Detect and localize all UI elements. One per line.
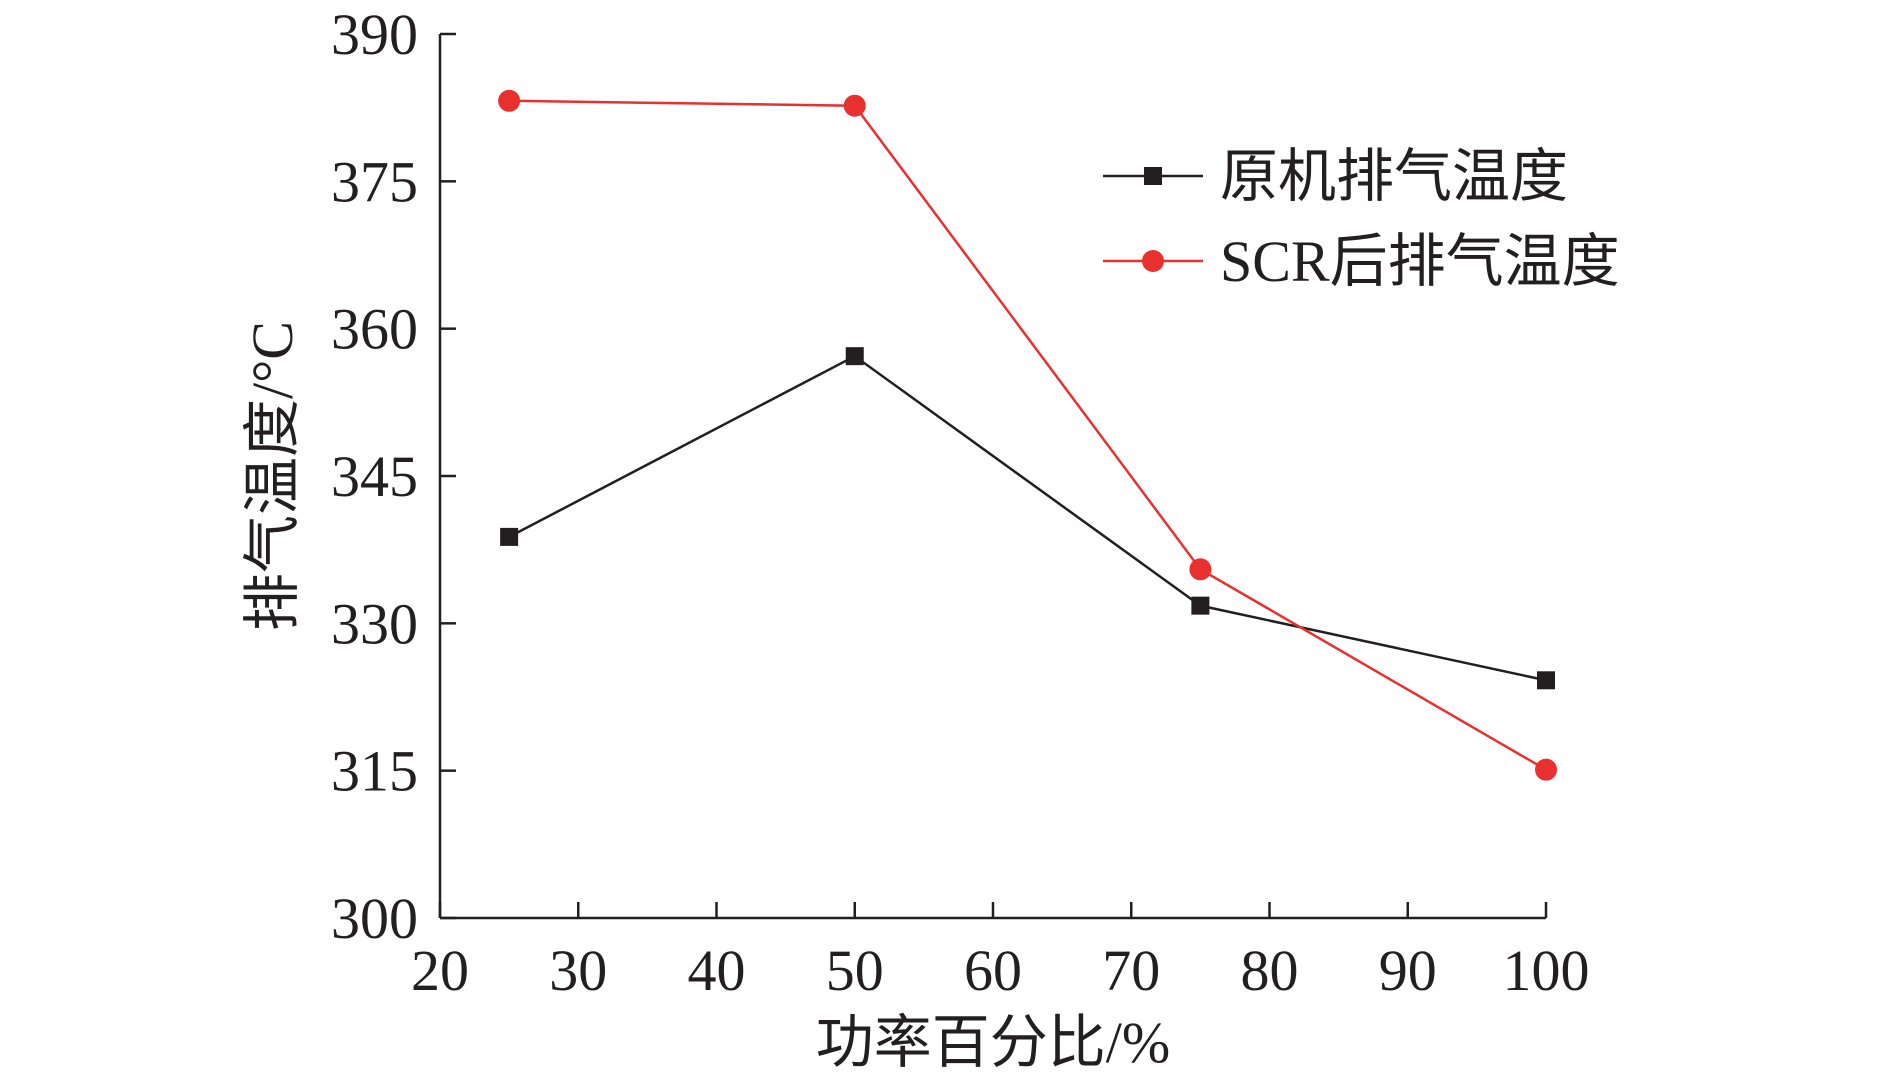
y-tick-label: 375: [331, 149, 418, 214]
y-ticks: 300 315 330 345 360 375 390: [331, 2, 456, 951]
legend-label: SCR后排气温度: [1220, 229, 1620, 294]
series-lines: [508, 99, 1547, 771]
legend-marker-square: [1144, 167, 1162, 185]
data-point-circle: [1189, 558, 1212, 581]
x-tick-label: 50: [826, 938, 884, 1003]
y-tick-label: 315: [331, 739, 418, 804]
x-tick-label: 90: [1379, 938, 1437, 1003]
series-line-1: [509, 99, 1547, 771]
x-axis-title: 功率百分比/%: [816, 1010, 1170, 1075]
x-tick-label: 100: [1503, 938, 1590, 1003]
series-markers: [498, 89, 1557, 781]
y-tick-label: 300: [331, 886, 418, 951]
legend-marker-circle: [1142, 250, 1164, 272]
legend-label: 原机排气温度: [1220, 144, 1568, 209]
y-tick-label: 390: [331, 2, 418, 67]
y-tick-label: 345: [331, 444, 418, 509]
y-axis-title: 排气温度/°C: [240, 321, 305, 631]
y-tick-label: 360: [331, 297, 418, 362]
x-tick-label: 30: [549, 938, 607, 1003]
data-point-circle: [1535, 758, 1557, 781]
x-tick-label: 40: [688, 938, 746, 1003]
x-ticks: 20 30 40 50 60 70 80 90 100: [411, 902, 1590, 1003]
series-line-0: [508, 354, 1547, 682]
data-point-square: [1537, 671, 1555, 690]
data-point-circle: [498, 89, 521, 112]
x-tick-label: 70: [1102, 938, 1160, 1003]
legend: 原机排气温度 SCR后排气温度: [1103, 144, 1620, 294]
data-point-square: [1191, 596, 1210, 615]
data-point-circle: [843, 94, 866, 117]
x-tick-label: 20: [411, 938, 469, 1003]
x-tick-label: 60: [964, 938, 1022, 1003]
x-tick-label: 80: [1241, 938, 1299, 1003]
y-tick-label: 330: [331, 591, 418, 656]
data-point-square: [845, 347, 864, 366]
data-point-square: [500, 527, 519, 546]
